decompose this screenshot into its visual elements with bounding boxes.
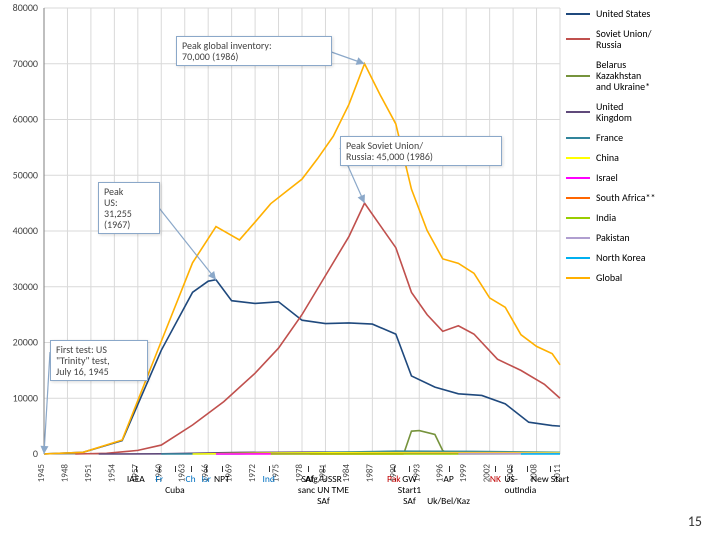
svg-text:10000: 10000 bbox=[13, 391, 38, 404]
timeline-tick bbox=[394, 466, 395, 472]
timeline-label: US- out bbox=[504, 474, 517, 496]
legend-item: South Africa** bbox=[566, 192, 656, 203]
timeline-label: AP Uk/Bel/Kaz bbox=[427, 474, 470, 507]
timeline-tick bbox=[159, 466, 160, 472]
svg-text:20000: 20000 bbox=[13, 336, 38, 349]
legend-swatch bbox=[566, 38, 590, 40]
timeline-tick bbox=[527, 466, 528, 472]
callout-box: First test: US "Trinity" test, July 16, … bbox=[50, 340, 148, 381]
legend-swatch bbox=[566, 111, 590, 113]
timeline-tick bbox=[323, 466, 324, 472]
legend-item: United Kingdom bbox=[566, 101, 656, 123]
callout-box: Peak US: 31,255 (1967) bbox=[98, 182, 160, 234]
timeline-label: Cuba bbox=[165, 485, 185, 496]
svg-text:50000: 50000 bbox=[13, 168, 38, 181]
legend-label: Pakistan bbox=[596, 232, 630, 243]
timeline-label: NK bbox=[490, 474, 501, 485]
svg-text:80000: 80000 bbox=[13, 1, 38, 14]
legend-label: North Korea bbox=[596, 252, 646, 263]
legend-label: India bbox=[596, 212, 616, 223]
timeline-label: NPT bbox=[214, 474, 230, 485]
legend-label: Israel bbox=[596, 172, 618, 183]
legend-item: China bbox=[566, 152, 656, 163]
legend-item: Belarus Kazakhstan and Ukraine* bbox=[566, 59, 656, 92]
timeline-label: Isr bbox=[201, 474, 210, 485]
timeline-tick bbox=[269, 466, 270, 472]
timeline-tick bbox=[550, 466, 551, 472]
timeline-tick bbox=[511, 466, 512, 472]
legend-swatch bbox=[566, 75, 590, 77]
legend-item: Global bbox=[566, 272, 656, 283]
legend-item: Pakistan bbox=[566, 232, 656, 243]
legend-swatch bbox=[566, 277, 590, 279]
callout-box: Peak global inventory: 70,000 (1986) bbox=[176, 36, 332, 66]
legend: United States Soviet Union/ Russia Belarus… bbox=[566, 8, 656, 292]
legend-swatch bbox=[566, 13, 590, 15]
legend-swatch bbox=[566, 257, 590, 259]
legend-item: Soviet Union/ Russia bbox=[566, 28, 656, 50]
timeline-label: New Start bbox=[531, 474, 569, 485]
legend-label: Global bbox=[596, 272, 622, 283]
timeline-tick bbox=[175, 466, 176, 472]
timeline-label: GW Start1 SAf bbox=[398, 474, 421, 507]
svg-text:30000: 30000 bbox=[13, 280, 38, 293]
svg-text:0: 0 bbox=[33, 447, 38, 460]
timeline-label: Ch bbox=[186, 474, 196, 485]
legend-swatch bbox=[566, 137, 590, 139]
svg-text:60000: 60000 bbox=[13, 113, 38, 126]
legend-swatch bbox=[566, 217, 590, 219]
page-number: 15 bbox=[688, 513, 702, 530]
timeline-label: Afg/USSR sanc UN TME SAf bbox=[298, 474, 349, 507]
timeline-tick bbox=[449, 466, 450, 472]
legend-label: France bbox=[596, 132, 623, 143]
timeline-label: IAEA bbox=[127, 474, 145, 485]
svg-text:40000: 40000 bbox=[13, 224, 38, 237]
svg-text:70000: 70000 bbox=[13, 57, 38, 70]
timeline-tick bbox=[136, 466, 137, 472]
legend-item: North Korea bbox=[566, 252, 656, 263]
legend-label: Soviet Union/ Russia bbox=[596, 28, 652, 50]
timeline-label: Ind bbox=[263, 474, 275, 485]
legend-label: United Kingdom bbox=[596, 101, 632, 123]
legend-swatch bbox=[566, 237, 590, 239]
timeline-tick bbox=[191, 466, 192, 472]
timeline-label: Fr bbox=[155, 474, 163, 485]
legend-label: Belarus Kazakhstan and Ukraine* bbox=[596, 59, 650, 92]
callout-box: Peak Soviet Union/ Russia: 45,000 (1986) bbox=[340, 136, 502, 166]
legend-item: United States bbox=[566, 8, 656, 19]
legend-item: France bbox=[566, 132, 656, 143]
timeline-tick bbox=[308, 466, 309, 472]
legend-item: India bbox=[566, 212, 656, 223]
legend-swatch bbox=[566, 197, 590, 199]
legend-label: United States bbox=[596, 8, 650, 19]
timeline-tick bbox=[222, 466, 223, 472]
timeline-axis: IAEAFrCubaChIsrNPTIndSAfAfg/USSR sanc UN… bbox=[42, 466, 558, 510]
timeline-tick bbox=[409, 466, 410, 472]
legend-swatch bbox=[566, 157, 590, 159]
legend-label: China bbox=[596, 152, 619, 163]
legend-item: Israel bbox=[566, 172, 656, 183]
legend-label: South Africa** bbox=[596, 192, 656, 203]
legend-swatch bbox=[566, 177, 590, 179]
timeline-tick bbox=[495, 466, 496, 472]
timeline-tick bbox=[206, 466, 207, 472]
